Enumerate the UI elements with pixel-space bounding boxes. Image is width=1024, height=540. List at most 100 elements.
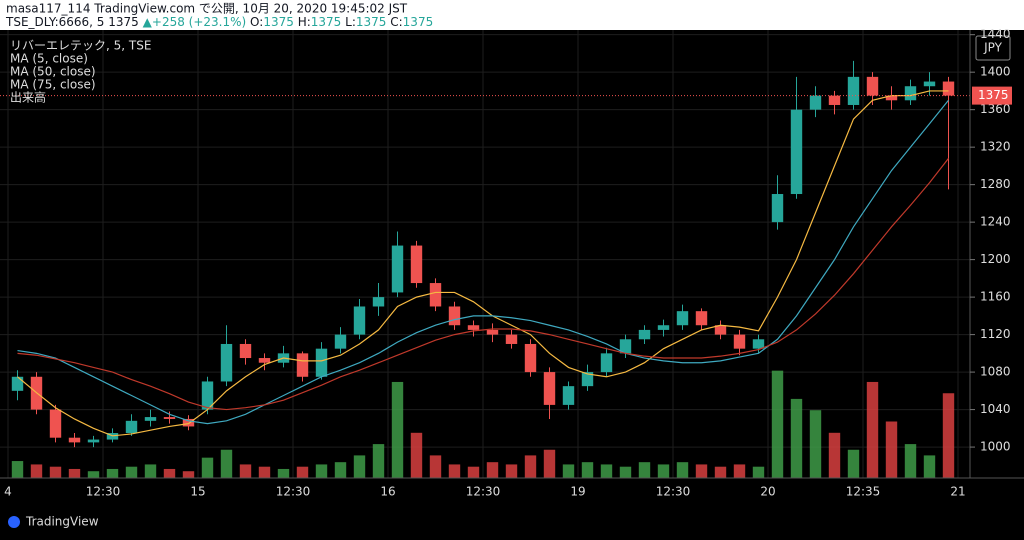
x-tick-label: 4 — [4, 485, 12, 499]
price-label-box — [972, 86, 1012, 105]
price-label: 1375 — [978, 88, 1009, 102]
volume-bar — [505, 464, 518, 478]
candle-body — [847, 76, 860, 105]
x-tick-label: 12:30 — [86, 485, 121, 499]
candle-body — [676, 311, 689, 326]
candle-body — [486, 329, 499, 335]
candle-body — [353, 306, 366, 335]
y-tick-label: 1240 — [980, 215, 1011, 229]
x-tick-label: 16 — [380, 485, 395, 499]
y-tick-label: 1160 — [980, 290, 1011, 304]
x-tick-label: 19 — [570, 485, 585, 499]
candle-body — [429, 283, 442, 307]
y-tick-label: 1120 — [980, 327, 1011, 341]
candle-body — [923, 81, 936, 87]
arrow: ▲ — [143, 15, 153, 29]
candle-body — [144, 417, 157, 421]
volume-bar — [600, 464, 613, 478]
y-tick-label: 1040 — [980, 402, 1011, 416]
volume-bar — [771, 370, 784, 478]
candle-body — [239, 343, 252, 359]
volume-bar — [372, 444, 385, 478]
volume-bar — [790, 398, 803, 478]
y-tick-label: 1280 — [980, 177, 1011, 191]
volume-bar — [885, 421, 898, 478]
candle-body — [524, 343, 537, 373]
brand: TradingView — [25, 515, 99, 529]
volume-bar — [68, 468, 81, 478]
brand-logo — [8, 516, 20, 528]
volume-bar — [904, 444, 917, 478]
volume-bar — [239, 464, 252, 478]
volume-bar — [619, 466, 632, 478]
candle-body — [448, 306, 461, 326]
legend-entry: MA (5, close) — [10, 52, 88, 66]
volume-bar — [429, 455, 442, 478]
candle-body — [828, 95, 841, 105]
volume-bar — [353, 455, 366, 478]
x-tick-label: 12:30 — [466, 485, 501, 499]
candle-body — [885, 95, 898, 101]
ma-line — [17, 99, 949, 425]
x-tick-label: 12:35 — [846, 485, 881, 499]
candle-body — [543, 372, 556, 405]
candle-body — [68, 437, 81, 443]
volume-bar — [334, 462, 347, 478]
volume-bar — [676, 462, 689, 478]
volume-bar — [752, 466, 765, 478]
candle-body — [49, 409, 62, 438]
volume-bar — [524, 455, 537, 478]
volume-bar — [163, 468, 176, 478]
candle-body — [296, 353, 309, 377]
ma-line — [17, 90, 949, 437]
volume-bar — [695, 464, 708, 478]
chart-title: masa117_114 TradingView.com で公開, 10月 20,… — [6, 2, 408, 16]
y-tick-label: 1360 — [980, 102, 1011, 116]
candle-body — [201, 381, 214, 410]
x-tick-label: 20 — [760, 485, 775, 499]
candle-body — [714, 325, 727, 335]
y-tick-label: 1400 — [980, 65, 1011, 79]
volume-bar — [809, 410, 822, 478]
candle-body — [904, 86, 917, 101]
currency: JPY — [983, 41, 1003, 55]
symbol-line: TSE_DLY:6666, 5 1375 ▲+258 (+23.1%) O:13… — [5, 15, 433, 29]
legend-entry: MA (75, close) — [10, 78, 96, 92]
volume-bar — [942, 393, 955, 478]
candle-body — [752, 339, 765, 349]
candle-body — [866, 76, 879, 96]
l-label: L: — [345, 15, 356, 29]
y-tick-label: 1200 — [980, 252, 1011, 266]
volume-bar — [410, 432, 423, 478]
x-tick-label: 12:30 — [656, 485, 691, 499]
price: 1375 — [108, 15, 139, 29]
volume-bar — [11, 461, 24, 478]
volume-bar — [657, 464, 670, 478]
y-tick-label: 1440 — [980, 27, 1011, 41]
legend-entry: MA (50, close) — [10, 65, 96, 79]
candle-body — [163, 417, 176, 419]
volume-bar — [106, 468, 119, 478]
volume-legend: 出来高 — [10, 90, 46, 105]
candle-body — [600, 353, 613, 373]
volume-bar — [847, 449, 860, 478]
volume-bar — [733, 464, 746, 478]
candle-body — [809, 95, 822, 110]
candle-body — [315, 348, 328, 377]
volume-bar — [144, 464, 157, 478]
change: +258 (+23.1%) — [152, 15, 246, 29]
candle-body — [220, 343, 233, 382]
candle-body — [410, 245, 423, 284]
volume-bar — [125, 466, 138, 478]
candle-body — [657, 325, 670, 330]
candle-body — [638, 329, 651, 340]
volume-bar — [296, 466, 309, 478]
volume-bar — [258, 466, 271, 478]
volume-bar — [277, 468, 290, 478]
volume-bar — [467, 466, 480, 478]
candle-body — [258, 358, 271, 363]
volume-bar — [448, 464, 461, 478]
y-tick-label: 1080 — [980, 365, 1011, 379]
candle-body — [372, 297, 385, 307]
